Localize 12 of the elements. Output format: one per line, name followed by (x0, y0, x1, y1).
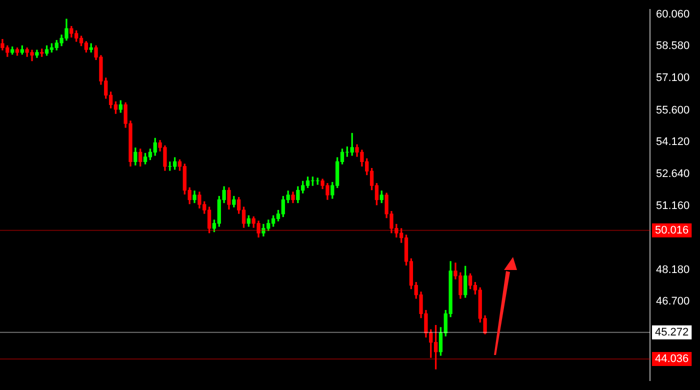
y-tick-label: 54.120 (656, 136, 690, 148)
y-tick-label: 58.580 (656, 40, 690, 52)
y-tick-label: 55.600 (656, 104, 690, 116)
ref-line-label: 44.036 (655, 353, 689, 366)
y-tick-label: 60.060 (656, 8, 690, 20)
y-tick-label: 48.180 (656, 264, 690, 276)
y-tick-label: 51.160 (656, 200, 690, 212)
y-tick-label: 52.640 (656, 168, 690, 180)
y-tick-label: 46.700 (656, 296, 690, 308)
y-tick-label: 57.100 (656, 72, 690, 84)
ref-line-label: 45.272 (655, 326, 689, 338)
ref-line-label: 50.016 (655, 224, 689, 236)
